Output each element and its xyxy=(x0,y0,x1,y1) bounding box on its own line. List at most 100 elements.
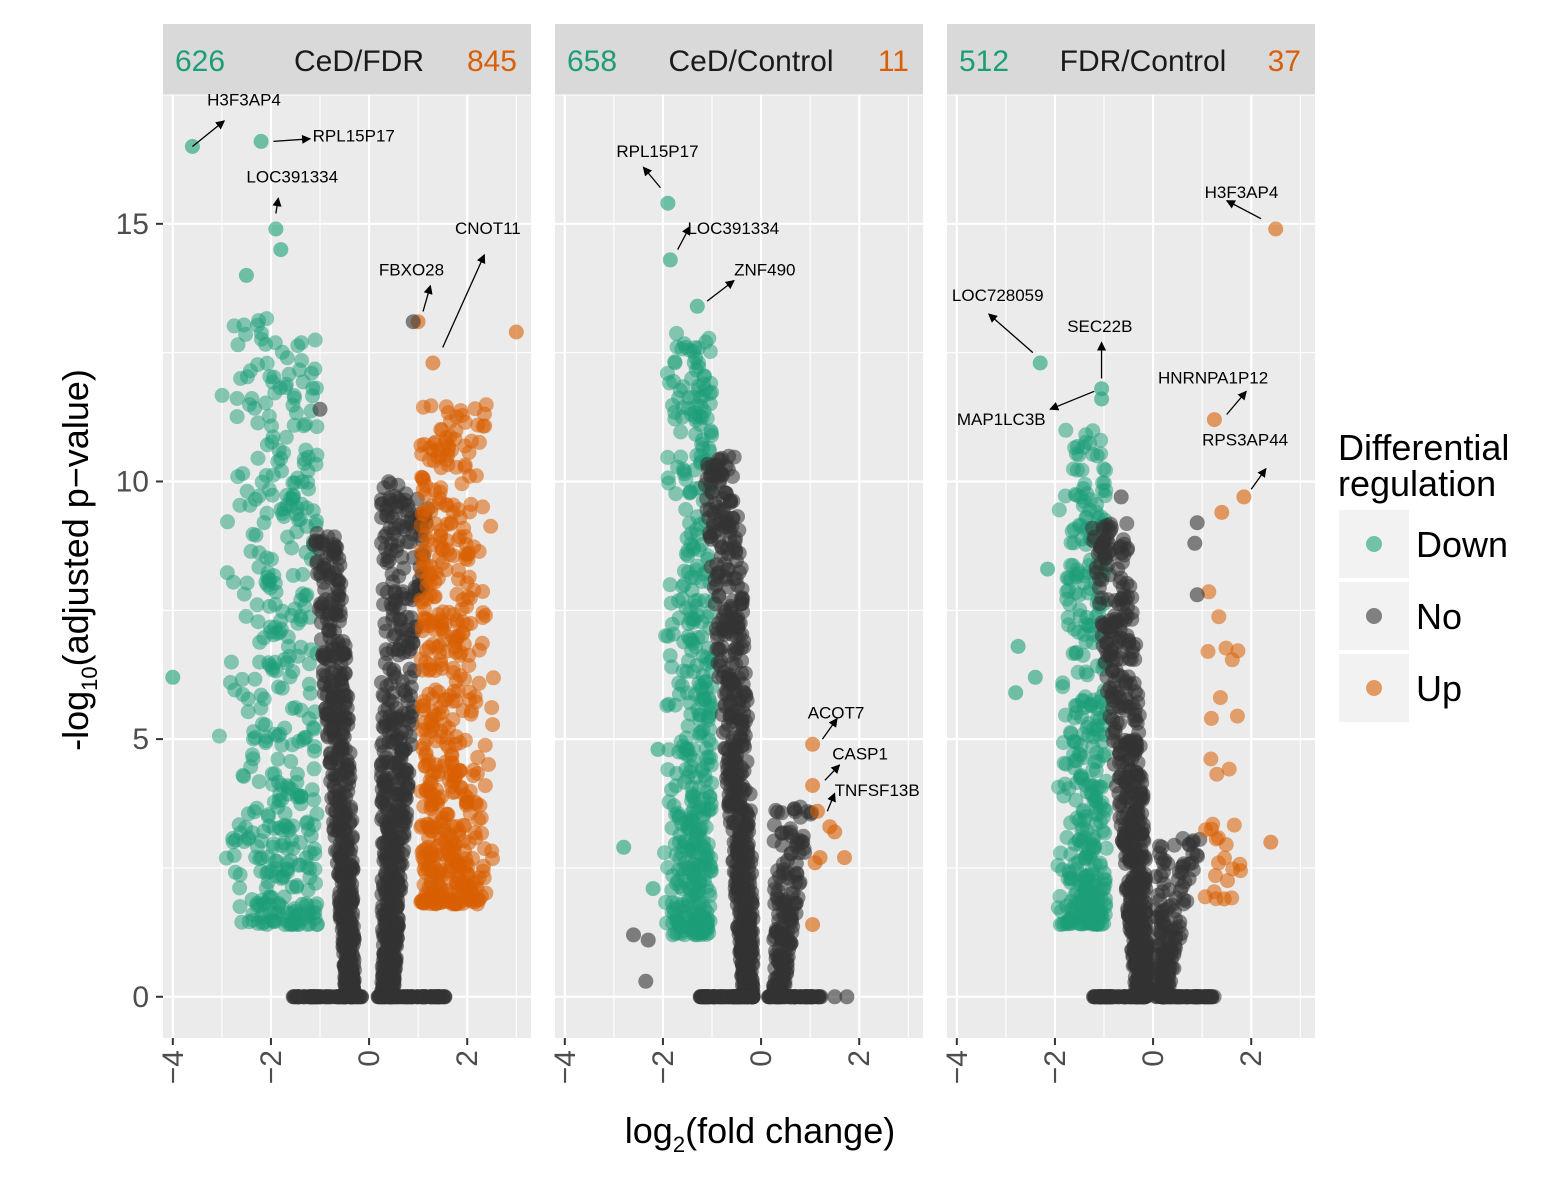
gene-point xyxy=(253,687,269,703)
gene-point xyxy=(1074,709,1089,725)
gene-point xyxy=(1148,902,1164,917)
gene-point xyxy=(306,817,322,833)
gene-point xyxy=(423,398,439,414)
gene-point xyxy=(727,677,743,693)
gene-point xyxy=(250,357,266,373)
gene-point xyxy=(729,737,745,753)
gene-point xyxy=(281,366,297,382)
up-count: 845 xyxy=(467,45,517,78)
gene-point-highlight xyxy=(184,139,200,154)
gene-point xyxy=(1220,873,1235,889)
gene-point xyxy=(393,817,409,832)
gene-point xyxy=(1200,644,1216,659)
facet-panel: 626 CeD/FDR 845H3F3AP4RPL15P17LOC391334FBX… xyxy=(163,24,531,1038)
gene-point xyxy=(292,835,308,850)
gene-point xyxy=(672,383,688,398)
gene-point xyxy=(1097,655,1113,670)
gene-point xyxy=(378,750,394,766)
gene-point xyxy=(342,928,358,944)
gene-point xyxy=(1198,822,1214,838)
gene-point xyxy=(702,888,718,903)
gene-point xyxy=(665,626,681,642)
gene-point xyxy=(791,876,807,891)
gene-point xyxy=(777,930,793,946)
gene-point xyxy=(240,704,256,720)
gene-point xyxy=(225,834,241,850)
gene-point xyxy=(286,390,302,406)
gene-point-highlight xyxy=(312,401,328,417)
gene-point xyxy=(460,547,476,563)
gene-point xyxy=(407,579,423,595)
gene-point xyxy=(700,847,716,863)
gene-point xyxy=(250,450,266,466)
gene-point xyxy=(240,691,256,707)
gene-point xyxy=(256,515,272,531)
gene-point xyxy=(283,490,299,506)
facet-title: CeD/FDR xyxy=(294,45,424,78)
gene-point-highlight xyxy=(645,881,661,897)
gene-point xyxy=(294,353,310,368)
gene-point xyxy=(396,560,412,576)
gene-point xyxy=(477,737,493,753)
gene-point xyxy=(433,480,449,496)
gene-point xyxy=(448,819,464,834)
gene-point xyxy=(335,871,351,887)
gene-point xyxy=(309,917,325,933)
gene-point-highlight xyxy=(626,927,641,943)
gene-point xyxy=(421,830,437,846)
gene-point xyxy=(260,808,276,824)
gene-point-highlight xyxy=(425,355,441,371)
gene-point xyxy=(270,751,286,767)
gene-point xyxy=(269,853,285,869)
gene-point xyxy=(728,571,744,587)
gene-point xyxy=(457,414,473,430)
gene-point xyxy=(336,946,352,961)
gene-point xyxy=(669,339,685,355)
gene-point xyxy=(1083,492,1099,508)
gene-point xyxy=(276,835,292,851)
gene-point xyxy=(414,722,430,738)
gene-point xyxy=(284,916,299,932)
gene-point-highlight xyxy=(165,669,181,685)
gene-point xyxy=(259,550,275,566)
gene-point xyxy=(416,601,432,617)
gene-point xyxy=(397,989,413,1005)
gene-point xyxy=(1166,944,1182,960)
gene-point xyxy=(248,849,264,865)
gene-point xyxy=(1077,476,1093,492)
gene-point xyxy=(383,542,399,558)
gene-point-highlight xyxy=(812,850,828,866)
gene-point xyxy=(416,698,432,714)
gene-point xyxy=(388,505,404,521)
gene-point xyxy=(375,791,391,807)
gene-point xyxy=(1084,778,1099,794)
gene-point-highlight xyxy=(616,839,632,855)
gene-point xyxy=(688,598,704,614)
gene-point xyxy=(322,722,338,738)
gene-point xyxy=(662,577,678,593)
gene-point xyxy=(378,852,394,868)
gene-point xyxy=(484,700,500,716)
gene-point xyxy=(742,803,758,819)
gene-point xyxy=(714,467,730,483)
gene-point xyxy=(400,629,416,645)
gene-point xyxy=(698,382,714,398)
gene-point xyxy=(261,408,277,424)
gene-point xyxy=(220,514,235,530)
gene-point xyxy=(444,755,460,771)
gene-point xyxy=(264,434,280,450)
gene-point xyxy=(417,544,433,560)
gene-point xyxy=(668,486,684,502)
gene-point xyxy=(390,774,405,790)
gene-point xyxy=(319,687,335,703)
gene-point xyxy=(1051,502,1067,518)
gene-point xyxy=(684,582,700,598)
gene-label: TNFSF13B xyxy=(835,781,920,800)
gene-point xyxy=(684,867,700,882)
gene-point xyxy=(678,546,694,562)
gene-point xyxy=(245,526,261,542)
gene-point xyxy=(475,605,491,621)
gene-point xyxy=(391,518,407,533)
gene-point xyxy=(439,516,455,532)
gene-point xyxy=(451,859,467,875)
